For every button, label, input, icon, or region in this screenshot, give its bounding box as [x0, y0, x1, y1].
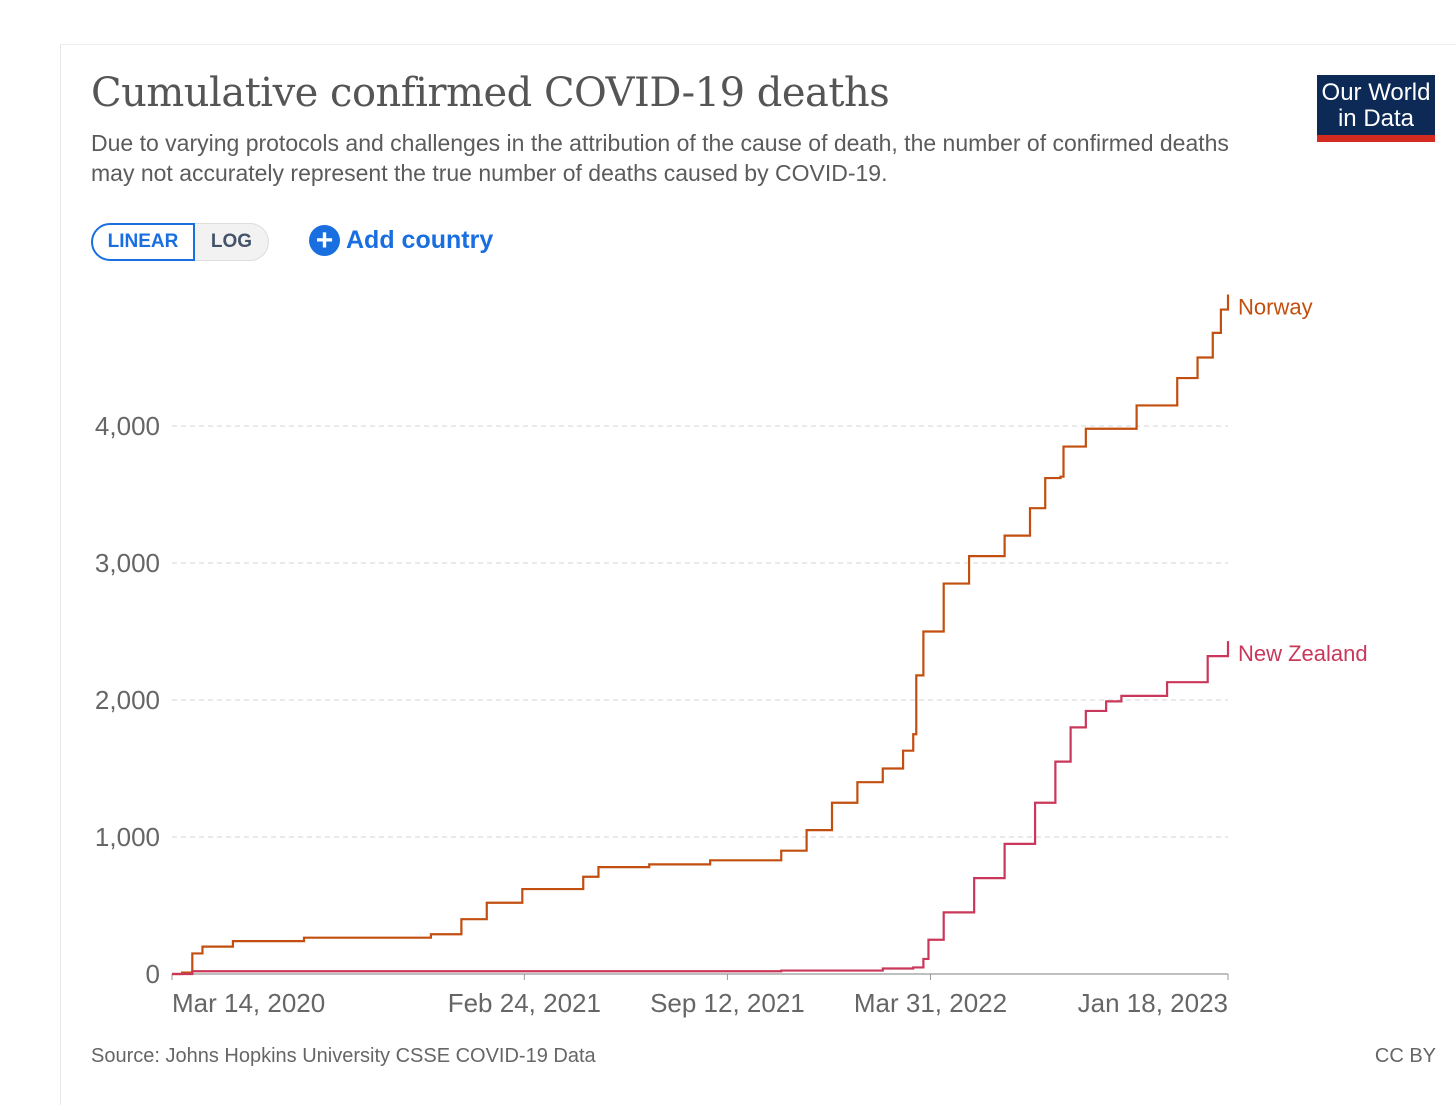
- x-tick-label: Feb 24, 2021: [448, 988, 601, 1018]
- x-tick-label: Mar 14, 2020: [172, 988, 325, 1018]
- chart-title: Cumulative confirmed COVID-19 deaths: [91, 70, 890, 116]
- logo-line-1: Our World: [1321, 79, 1431, 106]
- chart-card: [60, 44, 1456, 1105]
- y-tick-label: 3,000: [95, 548, 160, 578]
- series-line-norway: [172, 294, 1230, 976]
- x-tick-label: Sep 12, 2021: [650, 988, 805, 1018]
- plus-icon: +: [309, 225, 340, 256]
- y-tick-label: 1,000: [95, 822, 160, 852]
- chart-subtitle: Due to varying protocols and challenges …: [91, 130, 1229, 186]
- log-button[interactable]: LOG: [195, 223, 269, 261]
- scale-toggle: LINEAR LOG: [91, 223, 269, 261]
- owid-logo[interactable]: Our World in Data: [1317, 75, 1435, 142]
- x-tick-label: Jan 18, 2023: [1078, 988, 1228, 1018]
- x-tick-label: Mar 31, 2022: [854, 988, 1007, 1018]
- license-link[interactable]: CC BY: [1374, 1045, 1436, 1067]
- y-tick-label: 2,000: [95, 685, 160, 715]
- y-tick-label: 0: [146, 959, 160, 989]
- chart-plot: 0 1,000 2,000 3,000 4,000 Mar 14, 2020 Feb 24,…: [95, 294, 1368, 1018]
- source-note: Source: Johns Hopkins University CSSE CO…: [91, 1045, 596, 1067]
- y-tick-label: 4,000: [95, 411, 160, 441]
- logo-line-2: in Data: [1337, 105, 1415, 132]
- add-country-button[interactable]: + Add country: [309, 225, 493, 256]
- linear-button[interactable]: LINEAR: [91, 223, 195, 261]
- add-country-label: Add country: [346, 226, 494, 254]
- series-line-new-zealand: [172, 641, 1230, 976]
- series-label-norway: Norway: [1238, 294, 1313, 319]
- series-label-new-zealand: New Zealand: [1238, 641, 1368, 666]
